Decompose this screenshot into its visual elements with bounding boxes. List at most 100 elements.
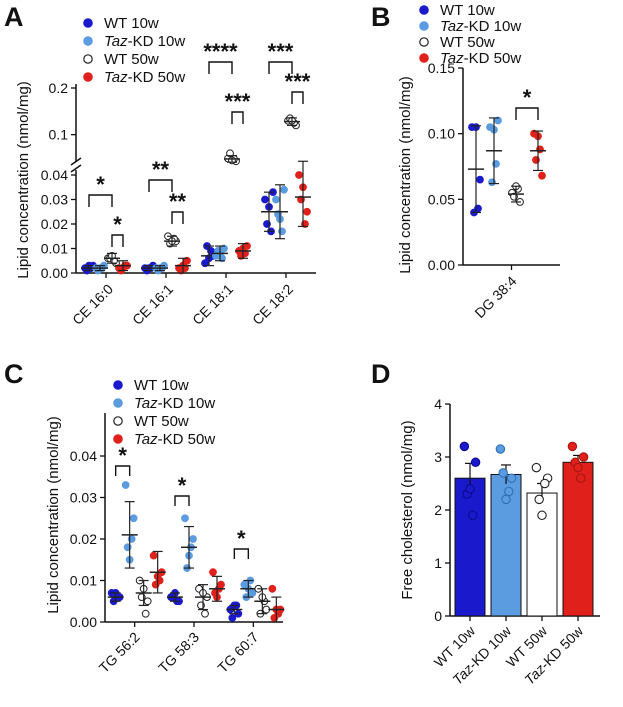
data-point (129, 514, 138, 523)
legend-label-prefix: Taz (104, 69, 128, 86)
data-point (295, 171, 303, 179)
legend-label: Taz-KD 50w (134, 431, 215, 448)
data-point (189, 535, 197, 543)
y-axis-label: Lipid concentration (nmol/mg) (397, 76, 414, 274)
significance-bracket (231, 111, 244, 124)
significance-label: *** (285, 69, 311, 94)
significance-bracket (291, 91, 304, 104)
x-tick-label: TG 60:7 (214, 629, 261, 676)
chart-b: 0.00 0.05 0.10 0.15 Lipid concentration (nmo… (397, 60, 560, 321)
data-point (272, 195, 280, 204)
y-tick-label: 4 (434, 396, 442, 412)
data-point (470, 457, 481, 468)
significance-label: * (237, 526, 246, 551)
legend-label-prefix: WT (440, 2, 463, 19)
data-point (303, 207, 311, 216)
data-point (183, 256, 191, 265)
legend-label-suffix: -KD 50w (464, 50, 522, 67)
data-point (540, 478, 550, 489)
legend-marker (113, 398, 123, 408)
legend-label-prefix: WT (104, 51, 127, 68)
significance-bracket (114, 465, 131, 476)
legend-marker (83, 18, 93, 28)
legend-label-suffix: 10w (127, 15, 159, 32)
legend-label-prefix: Taz (440, 50, 464, 67)
panel-letter-d: D (371, 359, 391, 389)
significance-bracket (208, 61, 233, 74)
data-point (573, 462, 583, 473)
data-point (534, 494, 544, 505)
legend-marker (113, 380, 123, 390)
axis-break-mark (70, 164, 82, 173)
legend-label-suffix: -KD 10w (464, 18, 522, 35)
legend-label: Taz-KD 50w (104, 69, 185, 86)
x-tick-label: TG 56:2 (96, 629, 143, 676)
legend-marker (419, 5, 429, 15)
data-point (468, 510, 478, 521)
legend-label-prefix: Taz (134, 395, 158, 412)
x-tick-label: TG 58:3 (155, 629, 202, 676)
x-tick-label: CE 16:0 (69, 281, 116, 328)
data-point (209, 568, 217, 577)
significance-bracket (268, 61, 293, 74)
significance-label: * (118, 443, 127, 468)
data-point (578, 452, 589, 462)
y-tick-label: 1 (434, 555, 442, 571)
y-tick-label: 0.1 (49, 127, 69, 143)
legend-marker (83, 54, 93, 64)
data-point (538, 171, 546, 180)
y-tick-label: 0.02 (41, 216, 68, 232)
y-tick-label: 0.00 (428, 257, 455, 273)
legend-label: Taz-KD 50w (440, 50, 521, 67)
data-point (226, 149, 234, 158)
bar (562, 461, 594, 617)
chart-c: 0.00 0.01 0.02 0.03 0.04 Lipid concentration … (45, 413, 285, 676)
x-tick-label: CE 18:1 (189, 281, 236, 328)
data-point (531, 462, 542, 473)
y-tick-label: 2 (434, 502, 442, 518)
data-point (268, 584, 277, 593)
significance-label: ** (169, 189, 187, 214)
legend-label-suffix: 10w (463, 2, 495, 19)
panel-letter-c: C (4, 359, 24, 389)
legend-label-suffix: 50w (463, 34, 495, 51)
data-point (537, 510, 547, 521)
data-point (506, 473, 517, 483)
significance-label: **** (203, 39, 238, 64)
significance-label: *** (268, 39, 294, 64)
y-tick-label: 0.05 (428, 191, 455, 207)
legend-marker (113, 434, 123, 444)
y-axis-label: Lipid concentration (nmol/mg) (45, 416, 62, 614)
significance-label: ** (152, 157, 170, 182)
y-tick-label: 0.01 (70, 573, 97, 589)
legend-label-prefix: WT (440, 34, 463, 51)
data-point (501, 494, 511, 505)
legend-label: WT 50w (440, 34, 495, 51)
legend-label-suffix: -KD 10w (158, 395, 216, 412)
legend-marker (419, 37, 429, 47)
data-point (149, 551, 158, 560)
legend-label: Taz-KD 10w (134, 395, 215, 412)
x-tick-label: CE 18:2 (249, 281, 296, 328)
y-tick-label: 0 (434, 608, 442, 624)
data-point (498, 468, 508, 478)
axis-break-mark (70, 157, 82, 166)
data-point (567, 441, 578, 452)
y-tick-label: 0.00 (41, 265, 68, 281)
data-point (121, 481, 130, 489)
significance-label: * (178, 473, 187, 498)
legend-label-prefix: Taz (440, 18, 464, 35)
y-tick-label: 0.2 (49, 80, 69, 96)
significance-bracket (171, 211, 184, 224)
panel-letter-a: A (4, 2, 24, 32)
legend-label: WT 10w (134, 377, 189, 394)
x-tick-label: CE 16:1 (129, 281, 176, 328)
y-tick-label: 0.15 (428, 60, 455, 76)
y-axis-label: Lipid concentration (nmol/mg) (15, 81, 32, 279)
data-point (576, 473, 586, 483)
data-point (141, 609, 150, 618)
